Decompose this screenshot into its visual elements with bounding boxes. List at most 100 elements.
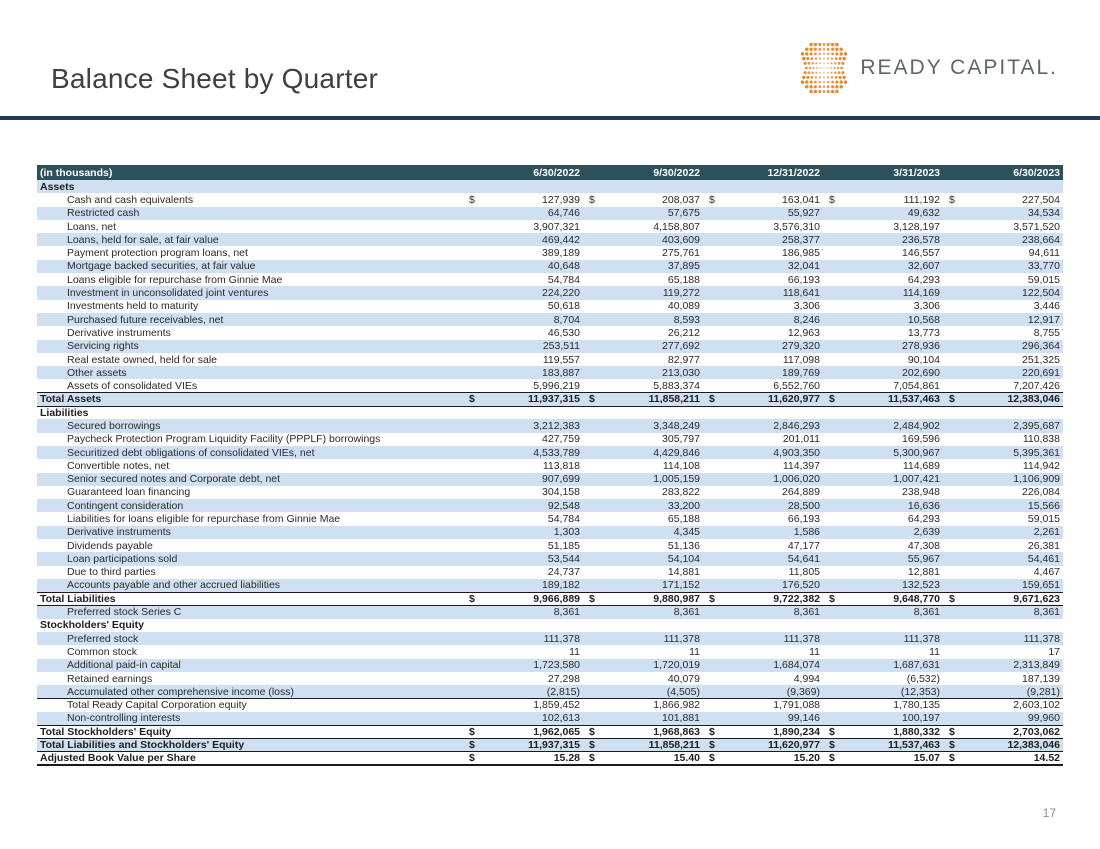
value-cell: 1,005,159 (607, 472, 703, 486)
value-cell: 28,500 (727, 499, 823, 513)
dollar-sign-cell: $ (703, 724, 727, 739)
value-cell: 9,880,987 (607, 591, 703, 607)
header-spacer (583, 165, 607, 180)
value-cell: 8,246 (727, 312, 823, 327)
dollar-sign-cell (943, 353, 967, 366)
value-cell: 159,651 (967, 578, 1063, 593)
value-cell: 64,293 (907, 513, 940, 526)
row-label: Assets (37, 180, 463, 194)
value-cell: 1,006,020 (727, 472, 823, 486)
dollar-sign-cell (583, 419, 607, 433)
value-cell: 238,664 (967, 233, 1063, 247)
dollar-sign-cell: $ (943, 392, 967, 407)
column-header-date: 6/30/2023 (967, 165, 1063, 180)
dollar-sign-cell (583, 326, 607, 339)
value-cell: 64,293 (907, 273, 940, 286)
dollar-sign-cell (463, 699, 487, 712)
row-label: Total Liabilities (37, 591, 463, 607)
value-cell: 132,523 (847, 578, 943, 593)
dollar-sign-cell: $ (463, 392, 487, 407)
dollar-sign-cell: $ (829, 193, 835, 206)
dollar-sign-cell (583, 366, 607, 380)
value-cell: 9,648,770 (847, 591, 943, 607)
row-label: Loans, net (67, 220, 117, 233)
table-row: Liabilities for loans eligible for repur… (37, 512, 1063, 525)
value-cell (727, 619, 823, 632)
table-row: Secured borrowings 3,212,383 3,348,249 2,84… (37, 419, 1063, 433)
dollar-sign-cell (823, 312, 847, 327)
dollar-sign-cell (583, 233, 607, 247)
row-label: Purchased future receivables, net (37, 312, 463, 327)
value-cell: 1,723,580 (487, 658, 583, 672)
dollar-sign-cell (943, 339, 967, 353)
dollar-sign-cell (583, 645, 607, 658)
dollar-sign-cell (463, 552, 487, 566)
row-label: Payment protection program loans, net (67, 247, 248, 260)
dollar-sign-cell (463, 406, 487, 419)
table-row: Guaranteed loan financing 304,158 283,822 2… (37, 486, 1063, 499)
value-cell: 238,948 (902, 486, 940, 499)
value-cell: 275,761 (662, 247, 700, 260)
dollar-sign-cell (583, 539, 607, 552)
row-label: Real estate owned, held for sale (67, 353, 218, 366)
table-row: Loans eligible for repurchase from Ginni… (37, 273, 1063, 286)
dollar-sign-cell (943, 566, 967, 579)
row-label: Liabilities (40, 406, 89, 419)
dollar-sign-cell (703, 658, 727, 672)
value-cell (847, 619, 943, 632)
table-row: Restricted cash 64,746 57,675 55,927 49,632 3… (37, 206, 1063, 220)
value-cell: 5,996,219 (533, 379, 580, 392)
dollar-sign-cell: $ (823, 392, 847, 407)
table-row: Derivative instruments 46,530 26,212 12,963… (37, 326, 1063, 339)
dollar-sign-cell (583, 552, 607, 566)
value-cell: 114,689 (902, 459, 940, 472)
dollar-sign-cell (943, 472, 967, 486)
dollar-sign-cell (823, 459, 847, 472)
balance-sheet-table-container: (in thousands) 6/30/2022 9/30/2022 12/31/20… (37, 165, 1063, 767)
dollar-sign-cell: $ (583, 724, 607, 739)
value-cell: 1,007,421 (847, 472, 943, 486)
dollar-sign-cell (583, 433, 607, 446)
dollar-sign-cell (823, 445, 847, 460)
dollar-sign-cell (583, 339, 607, 353)
dollar-sign-cell: $ (823, 738, 847, 753)
dollar-sign-cell (943, 672, 967, 685)
table-row: Dividends payable 51,185 51,136 47,177 47,30… (37, 539, 1063, 552)
dollar-sign-cell: $ (943, 724, 967, 739)
dollar-sign-cell (703, 578, 727, 593)
dollar-sign-cell (583, 658, 607, 672)
dollar-sign-cell (583, 379, 607, 392)
table-row: Paycheck Protection Program Liquidity Fa… (37, 433, 1063, 446)
value-cell: 114,169 (847, 286, 943, 300)
dollar-sign-cell (943, 300, 967, 313)
value-cell: (6,532) (906, 672, 940, 685)
dollar-sign-cell (583, 180, 607, 194)
value-cell: 2,313,849 (967, 658, 1063, 672)
value-cell: 277,692 (607, 339, 703, 353)
table-row: Total Ready Capital Corporation equity 1,… (37, 699, 1063, 712)
dollar-sign-cell (823, 419, 847, 433)
value-cell: 54,461 (967, 552, 1063, 566)
value-cell: 12,917 (967, 312, 1063, 327)
dollar-sign-cell (583, 486, 607, 499)
dollar-sign-cell (463, 578, 487, 593)
value-cell: 32,041 (727, 259, 823, 274)
value-cell: 1,890,234 (727, 724, 823, 739)
row-label: Total Assets (37, 392, 463, 407)
dollar-sign-cell (823, 525, 847, 540)
dollar-sign-cell (943, 512, 967, 525)
value-cell: 224,220 (487, 286, 583, 300)
value-cell: (9,281) (967, 685, 1063, 700)
dollar-sign-cell (823, 180, 847, 194)
value-cell: 8,593 (607, 312, 703, 327)
dollar-sign-cell (463, 286, 487, 300)
dollar-sign-cell (583, 512, 607, 525)
dollar-sign-cell (943, 539, 967, 552)
dollar-sign-cell (823, 699, 847, 712)
dollar-sign-cell (463, 472, 487, 486)
value-cell: 51,185 (547, 539, 580, 552)
dollar-sign-cell (703, 472, 727, 486)
value-cell: 40,648 (487, 259, 583, 274)
value-cell: 1,880,332 (847, 724, 943, 739)
value-cell: 92,548 (487, 499, 583, 513)
